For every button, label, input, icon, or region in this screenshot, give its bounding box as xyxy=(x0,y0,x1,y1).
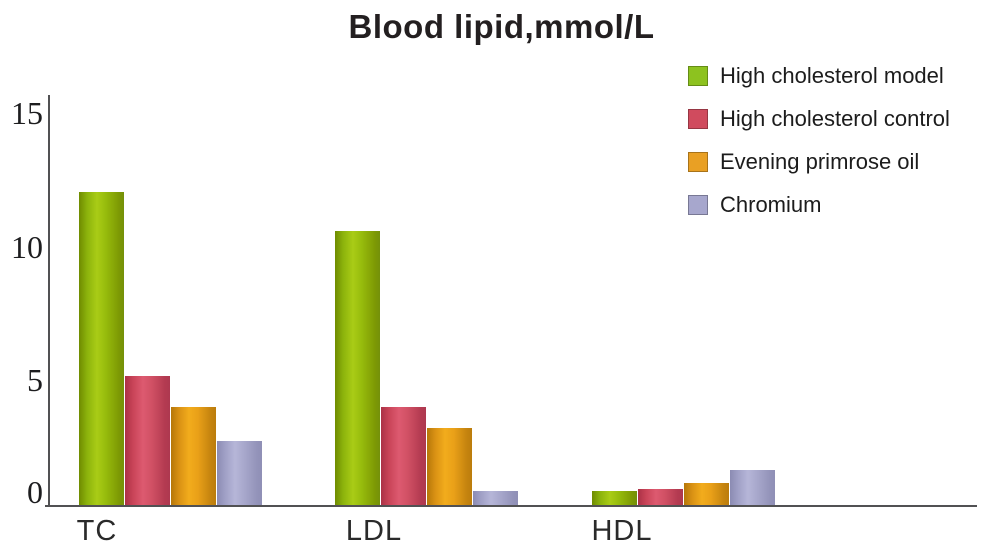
legend-item-high-cholesterol-control: High cholesterol control xyxy=(688,97,950,140)
x-axis-line xyxy=(45,505,977,507)
legend-label: High cholesterol control xyxy=(720,105,950,131)
chart-title: Blood lipid,mmol/L xyxy=(348,8,655,45)
bar-ldl-chromium xyxy=(473,491,518,507)
bar-ldl-evening-primrose-oil xyxy=(427,428,472,507)
bar-ldl-high-cholesterol-model xyxy=(335,231,380,507)
bar-hdl-chromium xyxy=(730,470,775,507)
y-tick-label-0: 0 xyxy=(27,474,43,510)
bar-hdl-evening-primrose-oil xyxy=(684,483,729,507)
legend-swatch-high-cholesterol-control xyxy=(688,108,708,129)
y-tick-label-10: 10 xyxy=(11,229,43,265)
bar-tc-high-cholesterol-control xyxy=(125,376,170,507)
legend: High cholesterol model High cholesterol c… xyxy=(688,54,950,226)
legend-swatch-chromium xyxy=(688,194,708,215)
legend-label: High cholesterol model xyxy=(720,62,944,88)
y-tick-label-15: 15 xyxy=(11,95,43,131)
legend-swatch-high-cholesterol-model xyxy=(688,65,708,86)
bar-tc-evening-primrose-oil xyxy=(171,407,216,507)
legend-item-high-cholesterol-model: High cholesterol model xyxy=(688,54,950,97)
bar-tc-chromium xyxy=(217,441,262,507)
legend-item-chromium: Chromium xyxy=(688,183,950,226)
bar-hdl-high-cholesterol-model xyxy=(592,491,637,507)
bar-tc-high-cholesterol-model xyxy=(79,192,124,507)
y-tick-label-5: 5 xyxy=(27,362,43,398)
legend-swatch-evening-primrose-oil xyxy=(688,151,708,172)
x-label-tc: TC xyxy=(76,515,118,547)
legend-label: Evening primrose oil xyxy=(720,148,920,174)
x-label-hdl: HDL xyxy=(591,515,653,547)
legend-label: Chromium xyxy=(720,191,822,217)
y-axis-line xyxy=(48,95,50,507)
legend-item-evening-primrose-oil: Evening primrose oil xyxy=(688,140,950,183)
bar-ldl-high-cholesterol-control xyxy=(381,407,426,507)
x-label-ldl: LDL xyxy=(345,515,403,547)
bar-hdl-high-cholesterol-control xyxy=(638,489,683,507)
